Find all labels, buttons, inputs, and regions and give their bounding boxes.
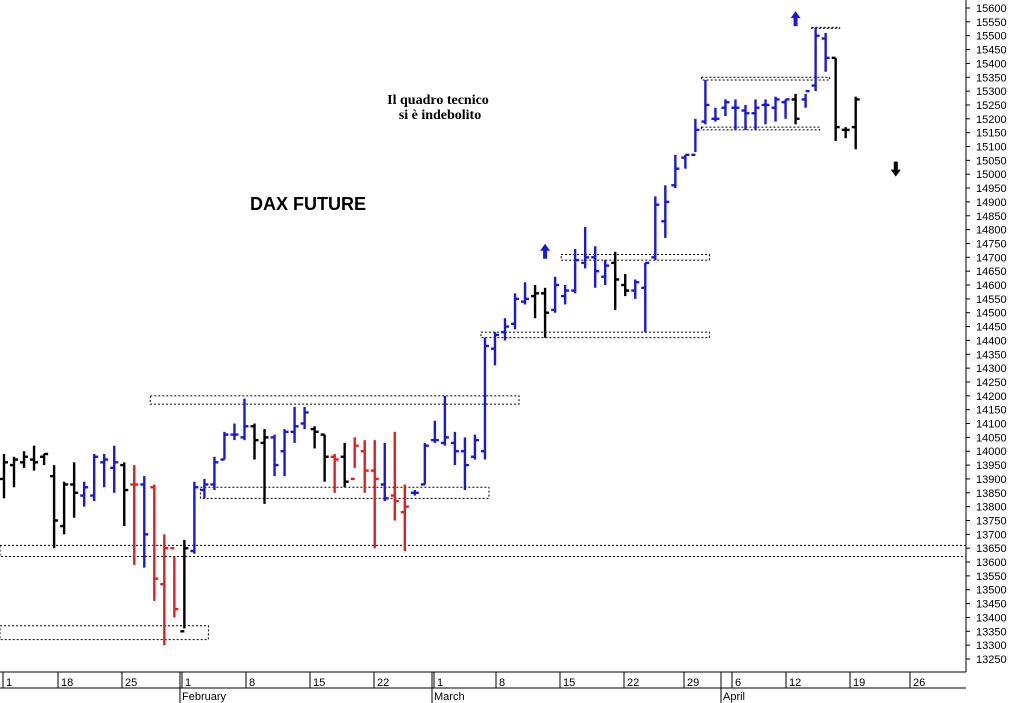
y-tick-label: 15150 <box>976 128 1007 140</box>
y-tick-label: 14000 <box>976 446 1007 458</box>
y-tick-label: 13700 <box>976 529 1007 541</box>
x-tick-label: 1 <box>437 677 443 689</box>
x-tick-label: 15 <box>563 677 575 689</box>
month-label: February <box>182 691 227 703</box>
zone-rect <box>700 76 831 81</box>
x-tick-label: 15 <box>313 677 325 689</box>
month-label: March <box>434 691 465 703</box>
y-tick-label: 13850 <box>976 488 1007 500</box>
x-tick-label: 1 <box>185 677 191 689</box>
x-tick-label: 8 <box>499 677 505 689</box>
y-tick-label: 15500 <box>976 31 1007 43</box>
zone-rect <box>811 26 841 29</box>
y-tick-label: 15050 <box>976 155 1007 167</box>
x-tick-label: 22 <box>627 677 639 689</box>
arrow-down-icon <box>890 161 901 177</box>
y-tick-label: 14300 <box>976 363 1007 375</box>
y-tick-label: 14950 <box>976 183 1007 195</box>
y-tick-label: 14750 <box>976 238 1007 250</box>
y-tick-label: 15550 <box>976 17 1007 29</box>
y-tick-label: 13500 <box>976 585 1007 597</box>
signal-arrows <box>540 11 901 259</box>
x-tick-label: 1 <box>6 677 12 689</box>
y-tick-label: 14550 <box>976 294 1007 306</box>
month-label: April <box>723 691 745 703</box>
y-tick-label: 13750 <box>976 515 1007 527</box>
zone-rect <box>149 395 520 405</box>
y-tick-label: 13950 <box>976 460 1007 472</box>
y-tick-label: 13600 <box>976 557 1007 569</box>
y-tick-label: 15100 <box>976 142 1007 154</box>
y-tick-label: 14500 <box>976 308 1007 320</box>
y-tick-label: 13250 <box>976 654 1007 666</box>
y-tick-label: 14250 <box>976 377 1007 389</box>
zone-rect <box>560 254 710 261</box>
y-tick-label: 13300 <box>976 640 1007 652</box>
x-tick-label: 8 <box>249 677 255 689</box>
x-tick-label: 12 <box>789 677 801 689</box>
y-tick-label: 15250 <box>976 100 1007 112</box>
y-tick-label: 15450 <box>976 45 1007 57</box>
y-tick-label: 14200 <box>976 391 1007 403</box>
y-tick-label: 14650 <box>976 266 1007 278</box>
y-tick-label: 14100 <box>976 419 1007 431</box>
zone-rect <box>480 331 710 339</box>
y-tick-label: 14350 <box>976 349 1007 361</box>
x-tick-label: 22 <box>377 677 389 689</box>
y-tick-label: 13650 <box>976 543 1007 555</box>
annotation-line-2: si è indebolito <box>399 108 481 123</box>
y-tick-label: 14600 <box>976 280 1007 292</box>
y-tick-label: 14400 <box>976 335 1007 347</box>
y-tick-label: 14900 <box>976 197 1007 209</box>
price-bars <box>0 27 860 646</box>
zone-rect <box>199 486 490 499</box>
y-tick-label: 15600 <box>976 3 1007 15</box>
y-tick-label: 14150 <box>976 405 1007 417</box>
arrow-up-icon <box>790 11 801 27</box>
y-tick-label: 14450 <box>976 322 1007 334</box>
y-tick-label: 14800 <box>976 225 1007 237</box>
y-tick-label: 13350 <box>976 626 1007 638</box>
y-tick-label: 15300 <box>976 86 1007 98</box>
y-tick-label: 13900 <box>976 474 1007 486</box>
x-tick-label: 29 <box>687 677 699 689</box>
zone-rect <box>0 544 967 558</box>
y-tick-label: 15400 <box>976 58 1007 70</box>
x-tick-label: 25 <box>125 677 137 689</box>
y-tick-label: 15000 <box>976 169 1007 181</box>
y-tick-label: 14700 <box>976 252 1007 264</box>
y-tick-label: 15350 <box>976 72 1007 84</box>
zone-rect <box>700 126 821 131</box>
y-tick-label: 13800 <box>976 502 1007 514</box>
x-tick-label: 26 <box>913 677 925 689</box>
y-tick-label: 13400 <box>976 612 1007 624</box>
y-tick-label: 13550 <box>976 571 1007 583</box>
y-tick-label: 14850 <box>976 211 1007 223</box>
y-tick-label: 14050 <box>976 432 1007 444</box>
y-tick-label: 15200 <box>976 114 1007 126</box>
y-tick-label: 13450 <box>976 599 1007 611</box>
annotation-line-1: Il quadro tecnico <box>387 93 489 108</box>
zone-rect <box>0 625 209 641</box>
chart-title: DAX FUTURE <box>250 194 366 214</box>
x-tick-label: 6 <box>735 677 741 689</box>
arrow-up-icon <box>540 243 551 259</box>
x-tick-label: 19 <box>853 677 865 689</box>
x-tick-label: 18 <box>61 677 73 689</box>
